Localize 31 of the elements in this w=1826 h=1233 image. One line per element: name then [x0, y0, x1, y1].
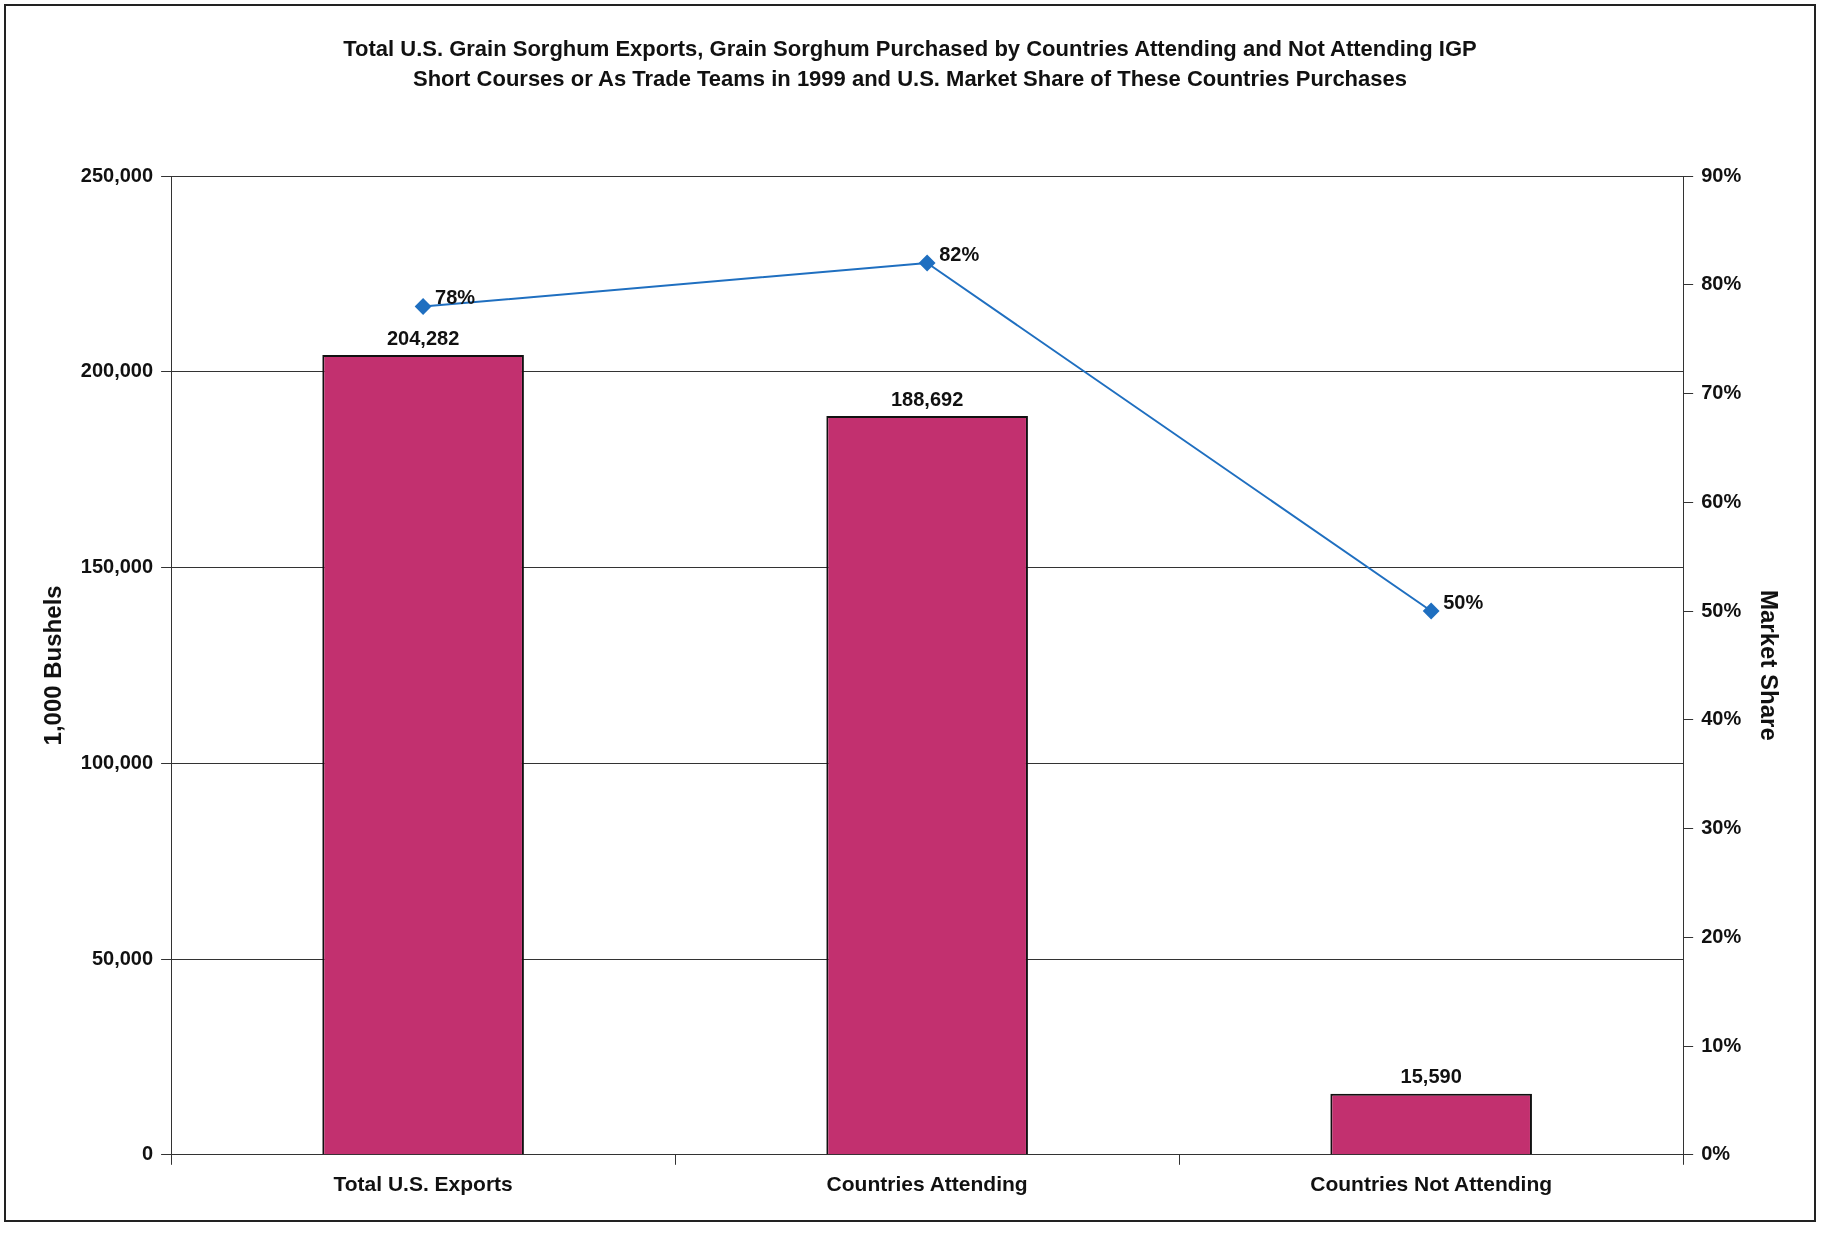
y2-tick-label: 20%	[1701, 924, 1742, 947]
point	[415, 298, 432, 315]
data-label: 50%	[1443, 590, 1484, 613]
y2-tick-label: 0%	[1701, 1142, 1731, 1165]
point	[1423, 603, 1440, 620]
y2-tick-label: 90%	[1701, 163, 1742, 186]
y2-axis-title: Market Share	[1755, 590, 1783, 741]
point	[919, 255, 936, 271]
y2-tick-label: 80%	[1701, 272, 1742, 295]
y2-tick-label: 40%	[1701, 707, 1742, 730]
y-tick-label: 150,000	[80, 555, 154, 578]
y-tick-label: 200,000	[80, 359, 154, 382]
data-label: 188,692	[890, 387, 964, 410]
data-label: 82%	[939, 242, 980, 265]
x-tick-label: Total U.S. Exports	[333, 1172, 513, 1196]
y2-tick-label: 50%	[1701, 598, 1742, 621]
y-tick-label: 0	[141, 1142, 154, 1165]
data-label: 15,590	[1400, 1065, 1462, 1088]
y2-tick-label: 70%	[1701, 381, 1742, 404]
y-tick-label: 100,000	[80, 750, 154, 773]
y2-tick-label: 10%	[1701, 1033, 1742, 1056]
data-label: 78%	[435, 286, 476, 309]
y-tick-label: 250,000	[80, 163, 154, 186]
y2-tick-label: 60%	[1701, 489, 1742, 512]
chart-title: Total U.S. Grain Sorghum Exports, Grain Sorghum Purchased by Countries Attending and Not Attending IGP Short Courses or As Trade Teams in 1999 and U.S. Market Share of These Countries Purchases	[342, 35, 1478, 93]
y2-tick-label: 30%	[1701, 816, 1742, 839]
x-tick-label: Countries Not Attending	[1310, 1172, 1553, 1196]
x-tick-label: Countries Attending	[826, 1172, 1028, 1196]
data-label: 204,282	[386, 326, 460, 349]
y-axis-title: 1,000 Bushels	[39, 585, 67, 746]
y-tick-label: 50,000	[91, 946, 154, 969]
